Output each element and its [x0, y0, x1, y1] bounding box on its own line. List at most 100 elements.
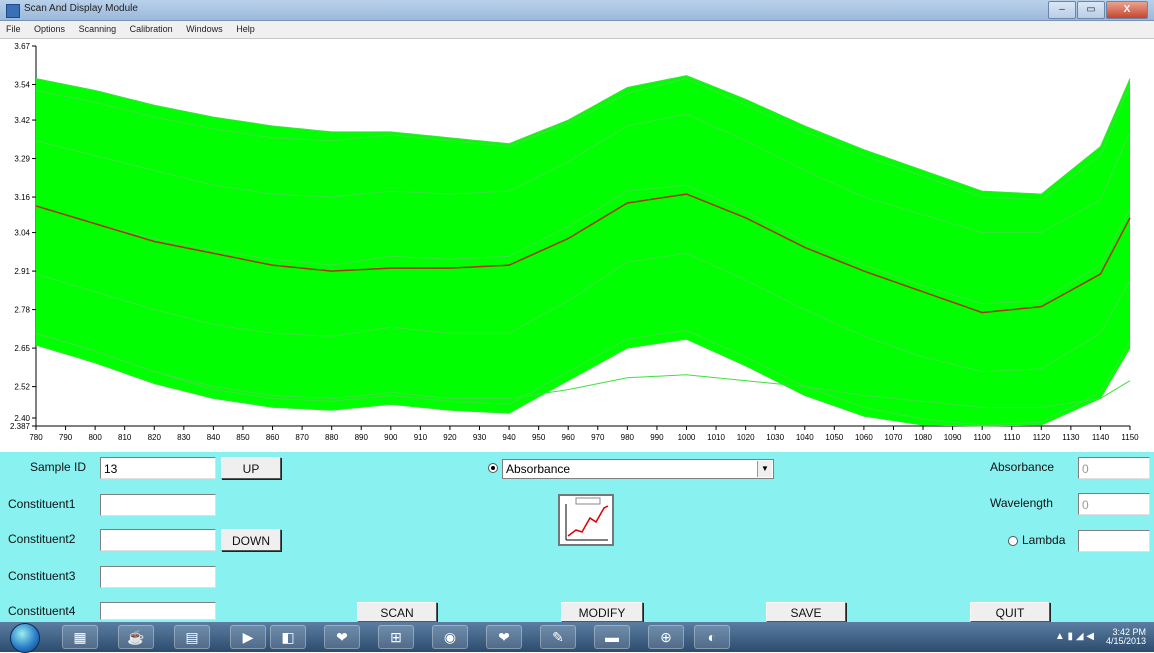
- lambda-field[interactable]: [1078, 530, 1150, 552]
- menu-file[interactable]: File: [6, 24, 21, 34]
- x-tick-label: 1150: [1121, 433, 1139, 442]
- y-tick-label: 2.91: [14, 267, 30, 276]
- x-tick-label: 920: [443, 433, 457, 442]
- mode-select-value: Absorbance: [506, 462, 571, 476]
- spectrum-line-7: [35, 332, 1131, 408]
- folder-icon[interactable]: ▤: [174, 625, 210, 649]
- plot-graph-icon[interactable]: [558, 494, 614, 546]
- x-tick-label: 1030: [766, 433, 784, 442]
- x-tick-label: 1040: [796, 433, 814, 442]
- spectrum-line-6: [35, 338, 1131, 427]
- lips-icon[interactable]: ❤: [324, 625, 360, 649]
- coffee-icon[interactable]: ☕: [118, 625, 154, 649]
- x-tick-label: 880: [325, 433, 339, 442]
- x-tick-label: 860: [266, 433, 280, 442]
- scan-button[interactable]: SCAN: [357, 602, 437, 622]
- lambda-label: Lambda: [1022, 533, 1066, 547]
- y-tick-label: 3.42: [14, 116, 30, 125]
- spectrum-line-4: [35, 252, 1131, 373]
- paint-icon[interactable]: ✎: [540, 625, 576, 649]
- absorbance-radio[interactable]: [488, 463, 498, 473]
- start-button[interactable]: [10, 623, 40, 653]
- app-icon-12[interactable]: ◐: [694, 625, 730, 649]
- clock-time: 3:42 PM: [1112, 627, 1146, 637]
- constituent1-label: Constituent1: [8, 497, 76, 511]
- constituent2-field[interactable]: [100, 529, 216, 551]
- constituent1-field[interactable]: [100, 494, 216, 516]
- sample-id-label: Sample ID: [30, 460, 87, 474]
- spectrum-line-0: [35, 75, 1131, 195]
- quit-button[interactable]: QUIT: [970, 602, 1050, 622]
- globe-icon[interactable]: ⊕: [648, 625, 684, 649]
- terminal-icon[interactable]: ▬: [594, 625, 630, 649]
- chrome-icon[interactable]: ◉: [432, 625, 468, 649]
- constituent3-label: Constituent3: [8, 569, 76, 583]
- x-tick-label: 940: [502, 433, 516, 442]
- x-tick-label: 1010: [707, 433, 725, 442]
- modify-button[interactable]: MODIFY: [561, 602, 643, 622]
- absorbance-field[interactable]: 0: [1078, 457, 1150, 479]
- y-tick-label: 2.40: [14, 414, 30, 423]
- x-tick-label: 1130: [1062, 433, 1080, 442]
- x-tick-label: 900: [384, 433, 398, 442]
- menu-scanning[interactable]: Scanning: [78, 24, 117, 34]
- menu-windows[interactable]: Windows: [186, 24, 223, 34]
- minimize-button[interactable]: –: [1048, 1, 1076, 19]
- mode-select[interactable]: Absorbance ▼: [502, 459, 774, 479]
- x-tick-label: 1070: [885, 433, 903, 442]
- x-tick-label: 1110: [1003, 433, 1020, 442]
- x-tick-label: 800: [88, 433, 102, 442]
- sample-id-field[interactable]: 13: [100, 457, 216, 479]
- window-title: Scan And Display Module: [24, 3, 138, 14]
- clock-date: 4/15/2013: [1105, 636, 1146, 646]
- x-tick-label: 970: [591, 433, 605, 442]
- spectra-band: [36, 75, 1130, 426]
- x-tick-label: 810: [118, 433, 132, 442]
- tray-icons[interactable]: ▲ ▮ ◢ ◀: [1054, 631, 1094, 642]
- y-tick-label: 2.387: [10, 422, 31, 431]
- explorer-icon[interactable]: ▦: [62, 625, 98, 649]
- app-icon-5[interactable]: ◧: [270, 625, 306, 649]
- close-button[interactable]: X: [1106, 1, 1148, 19]
- chevron-down-icon[interactable]: ▼: [757, 461, 772, 477]
- x-tick-label: 1020: [737, 433, 755, 442]
- maximize-button[interactable]: ▭: [1077, 1, 1105, 19]
- x-tick-label: 1080: [914, 433, 932, 442]
- x-tick-label: 780: [29, 433, 43, 442]
- absorbance-label: Absorbance: [990, 460, 1055, 474]
- menu-options[interactable]: Options: [34, 24, 66, 34]
- menu-help[interactable]: Help: [236, 24, 255, 34]
- constituent2-label: Constituent2: [8, 532, 76, 546]
- save-button[interactable]: SAVE: [766, 602, 846, 622]
- x-tick-label: 1100: [974, 433, 992, 442]
- wavelength-field[interactable]: 0: [1078, 493, 1150, 515]
- lambda-radio[interactable]: [1008, 536, 1018, 546]
- y-tick-label: 3.04: [14, 229, 30, 238]
- y-tick-label: 3.54: [14, 81, 30, 90]
- y-tick-label: 2.65: [14, 344, 30, 353]
- down-button[interactable]: DOWN: [221, 529, 281, 551]
- title-bar: Scan And Display Module – ▭ X: [0, 0, 1154, 21]
- spectrum-line-2: [35, 113, 1131, 234]
- x-tick-label: 960: [562, 433, 576, 442]
- x-tick-label: 850: [236, 433, 250, 442]
- x-tick-label: 1050: [825, 433, 843, 442]
- spectra-chart[interactable]: 2.387 2.40 2.52 2.65 2.78 2.91 3.04 3.16 3.29 3.4…: [4, 40, 1150, 452]
- up-button[interactable]: UP: [221, 457, 281, 479]
- tray-clock[interactable]: 3:42 PM 4/15/2013: [1106, 628, 1146, 646]
- lips-icon-2[interactable]: ❤: [486, 625, 522, 649]
- constituent4-field[interactable]: [100, 602, 216, 620]
- x-tick-label: 890: [355, 433, 369, 442]
- media-player-icon[interactable]: ▶: [230, 625, 266, 649]
- mean-spectrum-line: [35, 193, 1131, 314]
- excel-icon[interactable]: ⊞: [378, 625, 414, 649]
- x-tick-label: 840: [207, 433, 221, 442]
- constituent3-field[interactable]: [100, 566, 216, 588]
- x-tick-label: 1090: [944, 433, 962, 442]
- y-tick-label: 3.16: [14, 193, 30, 202]
- x-tick-label: 830: [177, 433, 191, 442]
- menu-calibration[interactable]: Calibration: [129, 24, 173, 34]
- y-tick-label: 3.29: [14, 155, 30, 164]
